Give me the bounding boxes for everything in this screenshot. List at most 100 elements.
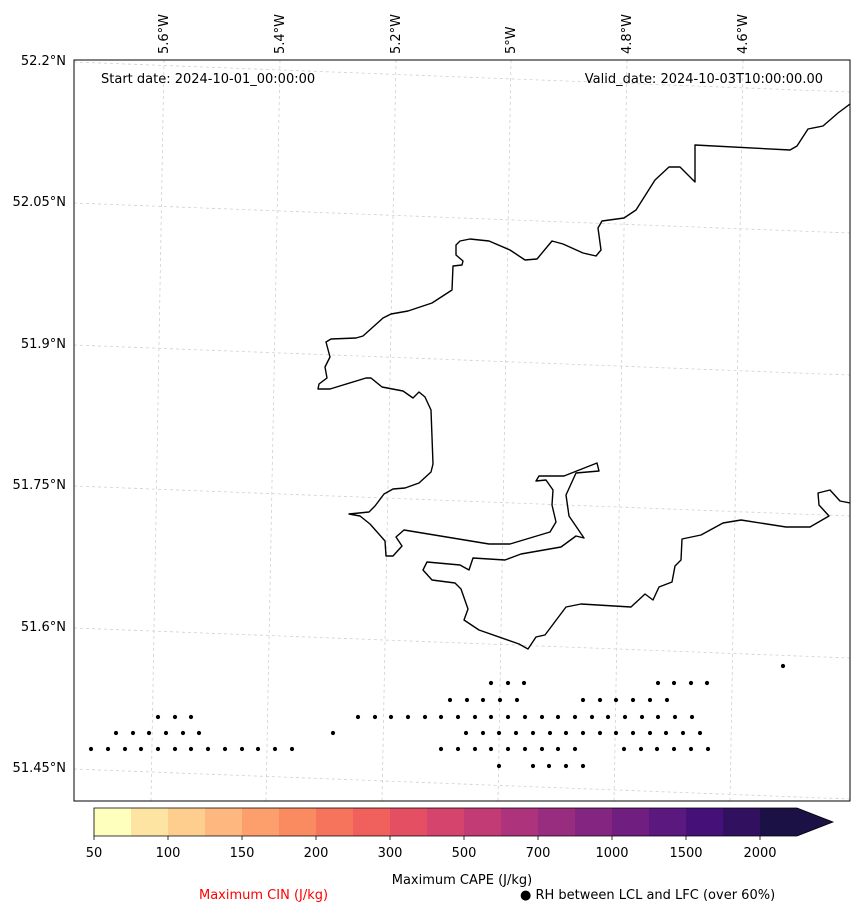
rh-dot [530,730,536,736]
latitude-labels: 52.2°N 52.05°N 51.9°N 51.75°N 51.6°N 51.45°N [13,54,66,776]
parallel-line [74,202,850,234]
rh-dot [438,746,444,752]
longitude-labels: 5.6°W 5.4°W 5.2°W 5°W 4.8°W 4.6°W [157,14,751,54]
rh-dot [580,697,586,703]
rh-dot [496,763,502,769]
rh-dot [613,730,619,736]
meridian-line [381,60,397,801]
rh-dot [613,697,619,703]
rh-dot [597,697,603,703]
rh-dot [705,746,711,752]
meridian-line [150,60,165,801]
rh-dot [272,746,278,752]
rh-dot [589,714,595,720]
latitude-label: 51.45°N [13,761,66,776]
rh-dot-layer [88,663,786,769]
rh-dot [689,714,695,720]
rh-dot [188,714,194,720]
colorbar-tick-label: 1500 [669,846,702,861]
rh-dot [680,730,686,736]
colorbar-tick-label: 150 [230,846,255,861]
start-date-label: Start date: 2024-10-01_00:00:00 [101,72,315,87]
longitude-label: 4.8°W [620,14,635,54]
colorbar-segment [575,808,612,836]
meridian-line [265,60,281,801]
rh-dot [513,730,519,736]
rh-dot [522,746,528,752]
rh-dot [205,746,211,752]
rh-dot [647,730,653,736]
map-frame [73,59,851,802]
rh-dot [555,714,561,720]
rh-dot [222,746,228,752]
longitude-label: 5.2°W [389,14,404,54]
colorbar-tick-label: 50 [86,846,103,861]
colorbar-segment [723,808,760,836]
rh-dot [663,730,669,736]
rh-legend-label: ● RH between LCL and LFC (over 60%) [520,888,776,903]
colorbar-segment [427,808,464,836]
rh-dot [688,680,694,686]
rh-dot [563,730,569,736]
colorbar-segment [131,808,168,836]
rh-dot [563,763,569,769]
colorbar-segment [242,808,279,836]
rh-dot [639,714,645,720]
rh-dot [480,697,486,703]
rh-dot [572,714,578,720]
rh-dot [172,714,178,720]
rh-dot [155,714,161,720]
colorbar-segment [316,808,353,836]
rh-dot [255,746,261,752]
colorbar-segment [390,808,427,836]
rh-dot [514,697,520,703]
colorbar-tick-label: 500 [452,846,477,861]
longitude-label: 4.6°W [736,14,751,54]
rh-dot [605,714,611,720]
longitude-label: 5°W [504,26,519,54]
parallel-line [74,768,850,800]
rh-dot [438,714,444,720]
rh-dot [122,746,128,752]
rh-dot [704,680,710,686]
rh-dot [405,714,411,720]
meridian-line [613,60,628,801]
rh-dot [647,697,653,703]
rh-dot [113,730,119,736]
rh-dot [463,730,469,736]
rh-dot [597,730,603,736]
colorbar-ticks: 50 100 150 200 300 500 700 1000 1500 2000 [86,836,777,861]
parallel-line [74,344,850,376]
meridian-line [497,60,512,801]
rh-dot [239,746,245,752]
rh-dot [480,730,486,736]
colorbar-tick-label: 1000 [595,846,628,861]
latitude-label: 51.9°N [21,337,66,352]
longitude-label: 5.6°W [157,14,172,54]
rh-dot [547,730,553,736]
colorbar-segment [464,808,501,836]
rh-dot [654,746,660,752]
rh-dot [621,746,627,752]
rh-dot [580,730,586,736]
rh-dot [539,746,545,752]
rh-dot [330,730,336,736]
rh-dot [455,746,461,752]
rh-dot [447,697,453,703]
longitude-label: 5.4°W [273,14,288,54]
colorbar-tick-label: 700 [526,846,551,861]
colorbar-tick-label: 2000 [743,846,776,861]
rh-dot [630,730,636,736]
rh-dot [422,714,428,720]
rh-dot [196,730,202,736]
colorbar-segment [649,808,686,836]
rh-dot [163,730,169,736]
rh-dot [671,746,677,752]
rh-dot [155,746,161,752]
latitude-label: 52.05°N [13,195,66,210]
colorbar-segment [760,808,797,836]
rh-dot [522,714,528,720]
rh-dot [655,680,661,686]
rh-dot [697,730,703,736]
